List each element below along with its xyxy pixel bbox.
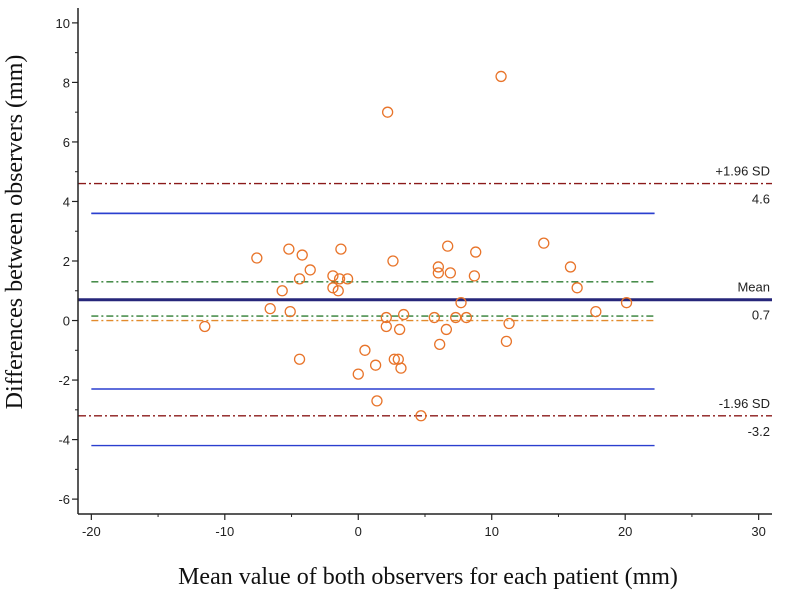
data-point — [387, 255, 399, 267]
data-point — [359, 344, 371, 356]
x-tick-label: 30 — [751, 524, 765, 539]
data-point — [495, 70, 507, 83]
data-point — [395, 362, 407, 374]
y-tick-label: 10 — [56, 16, 70, 31]
data-point — [468, 270, 481, 282]
data-point — [571, 282, 583, 294]
data-point — [381, 106, 394, 118]
y-tick-label: 6 — [63, 135, 70, 150]
upper-limit-label-value: 4.6 — [752, 192, 770, 207]
y-tick-label: 2 — [63, 254, 70, 269]
data-point — [393, 323, 406, 336]
y-tick-label: 8 — [63, 75, 70, 90]
data-point — [304, 264, 316, 276]
data-point — [460, 311, 473, 324]
data-point — [327, 270, 339, 282]
data-point — [388, 353, 400, 365]
data-point — [470, 246, 482, 258]
upper-limit-label-top: +1.96 SD — [715, 164, 770, 179]
data-point — [251, 252, 263, 264]
data-point — [264, 302, 276, 315]
data-point — [620, 297, 633, 309]
data-point — [503, 317, 515, 330]
data-point — [442, 240, 454, 252]
data-point — [380, 320, 392, 333]
data-point — [444, 267, 457, 279]
data-point — [434, 338, 446, 350]
data-point — [199, 320, 211, 333]
data-point — [455, 297, 467, 309]
lower-limit-label-value: -3.2 — [748, 424, 770, 439]
x-axis-title: Mean value of both observers for each pa… — [178, 564, 678, 590]
data-point — [327, 282, 339, 294]
data-point — [397, 308, 410, 321]
data-point — [380, 311, 392, 324]
data-point — [341, 273, 354, 285]
data-point — [276, 285, 288, 297]
data-point — [293, 353, 306, 365]
data-point — [369, 359, 382, 371]
data-point — [335, 243, 347, 255]
mean-label-value: 0.7 — [752, 308, 770, 323]
data-point — [296, 249, 308, 261]
data-point — [432, 261, 444, 273]
y-tick-label: -6 — [58, 492, 70, 507]
x-tick-label: 20 — [618, 524, 632, 539]
y-tick-label: 0 — [63, 314, 70, 329]
data-point — [450, 311, 462, 324]
x-tick-label: 10 — [484, 524, 498, 539]
data-point — [283, 243, 295, 255]
data-point — [590, 305, 602, 318]
y-tick-label: -2 — [58, 373, 70, 388]
data-point — [415, 410, 427, 422]
data-point — [500, 335, 513, 348]
data-point — [371, 395, 383, 407]
lower-limit-label-top: -1.96 SD — [719, 396, 770, 411]
data-point — [352, 368, 364, 380]
x-tick-label: -20 — [82, 524, 101, 539]
y-axis-title: Differences between observers (mm) — [2, 55, 28, 410]
data-point — [333, 273, 346, 285]
data-point — [564, 261, 577, 273]
data-point — [332, 285, 344, 297]
x-tick-label: 0 — [355, 524, 362, 539]
mean-label-top: Mean — [737, 280, 770, 295]
data-point — [284, 305, 296, 318]
y-tick-label: -4 — [58, 433, 70, 448]
x-tick-label: -10 — [215, 524, 234, 539]
data-point — [538, 237, 550, 249]
data-point — [428, 311, 440, 324]
data-point — [432, 267, 444, 279]
y-tick-label: 4 — [63, 194, 70, 209]
data-point — [293, 273, 306, 285]
data-point — [440, 323, 453, 336]
